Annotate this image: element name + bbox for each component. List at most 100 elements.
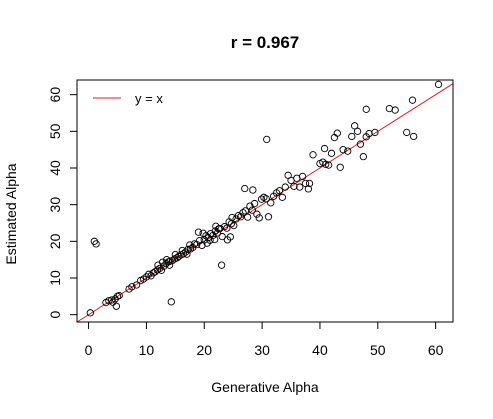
data-point: [250, 199, 259, 208]
data-point: [301, 179, 310, 188]
data-point: [333, 129, 341, 137]
data-point: [408, 96, 417, 104]
x-axis: 0 10 20 30 40 50 60: [85, 322, 444, 358]
data-point: [410, 132, 418, 141]
chart-title: r = 0.967: [231, 33, 300, 52]
data-point: [255, 214, 263, 222]
data-point: [215, 225, 223, 233]
data-point: [365, 129, 373, 138]
data-point: [218, 232, 226, 241]
data-point: [171, 250, 179, 259]
data-point: [281, 183, 289, 191]
data-point: [267, 199, 275, 207]
data-point: [157, 266, 166, 274]
data-point: [290, 182, 298, 190]
data-point: [362, 105, 370, 113]
x-tick-label: 30: [254, 342, 270, 358]
y-axis-label: Estimated Alpha: [3, 163, 19, 264]
x-tick-label: 50: [370, 342, 386, 358]
legend: y = x: [93, 91, 163, 106]
data-point: [239, 209, 247, 217]
data-point: [199, 229, 207, 237]
data-point: [344, 147, 352, 155]
data-point: [264, 213, 273, 221]
data-point: [158, 258, 167, 266]
y-tick-label: 50: [47, 123, 63, 139]
data-point: [253, 210, 261, 218]
data-point: [132, 281, 141, 289]
x-tick-label: 20: [196, 342, 212, 358]
data-point: [324, 161, 333, 169]
data-point: [163, 256, 171, 264]
data-point: [162, 260, 170, 268]
x-tick-label: 60: [428, 342, 444, 358]
data-point: [371, 128, 379, 137]
data-point: [262, 195, 270, 203]
data-point: [304, 185, 313, 193]
data-point: [211, 235, 219, 244]
data-point: [298, 172, 307, 181]
x-axis-label: Generative Alpha: [211, 379, 319, 395]
data-point: [260, 193, 268, 201]
data-point: [336, 163, 344, 171]
data-point: [223, 224, 231, 232]
data-point: [217, 261, 226, 269]
y-tick-label: 20: [47, 233, 63, 249]
data-point: [296, 183, 304, 191]
data-point: [339, 146, 347, 154]
data-point: [243, 213, 252, 221]
data-point: [160, 262, 168, 270]
data-point: [105, 297, 113, 305]
data-point: [356, 140, 365, 148]
data-point: [165, 261, 174, 269]
data-point: [309, 151, 317, 159]
legend-label: y = x: [135, 91, 163, 106]
data-point: [195, 236, 204, 245]
y-tick-label: 0: [47, 311, 63, 319]
data-point: [194, 228, 203, 236]
data-point: [112, 302, 120, 310]
data-point: [237, 213, 245, 221]
data-point: [145, 270, 153, 278]
data-point: [186, 245, 195, 253]
data-point: [327, 149, 336, 157]
data-point: [228, 213, 236, 222]
data-point: [391, 106, 399, 114]
data-point: [179, 250, 188, 258]
data-point: [128, 283, 136, 291]
data-point: [241, 207, 249, 215]
data-point: [257, 195, 266, 203]
data-point: [186, 241, 194, 249]
data-point: [115, 291, 123, 300]
data-point: [278, 193, 287, 201]
y-tick-label: 60: [47, 87, 63, 103]
data-point: [351, 122, 359, 130]
data-point: [434, 80, 443, 89]
x-tick-label: 0: [85, 342, 93, 358]
data-point: [322, 160, 330, 168]
data-point: [184, 245, 192, 254]
y-tick-label: 30: [47, 197, 63, 213]
data-point: [167, 298, 175, 306]
data-point: [92, 240, 100, 248]
data-point: [263, 135, 271, 144]
x-tick-label: 10: [139, 342, 155, 358]
data-point: [230, 221, 238, 230]
data-point: [353, 127, 362, 135]
plot-area: [76, 80, 454, 323]
data-point: [206, 236, 214, 244]
reference-line-y-equals-x: [76, 83, 454, 323]
x-tick-label: 40: [312, 342, 328, 358]
data-point: [320, 144, 329, 153]
data-point: [183, 250, 191, 258]
data-point: [226, 233, 234, 241]
data-point: [142, 273, 151, 281]
data-point: [241, 184, 249, 193]
plot-frame: [76, 79, 454, 323]
data-point: [359, 152, 367, 161]
data-point: [86, 309, 94, 317]
data-point: [403, 128, 411, 137]
data-point: [305, 179, 314, 188]
y-tick-label: 40: [47, 160, 63, 176]
